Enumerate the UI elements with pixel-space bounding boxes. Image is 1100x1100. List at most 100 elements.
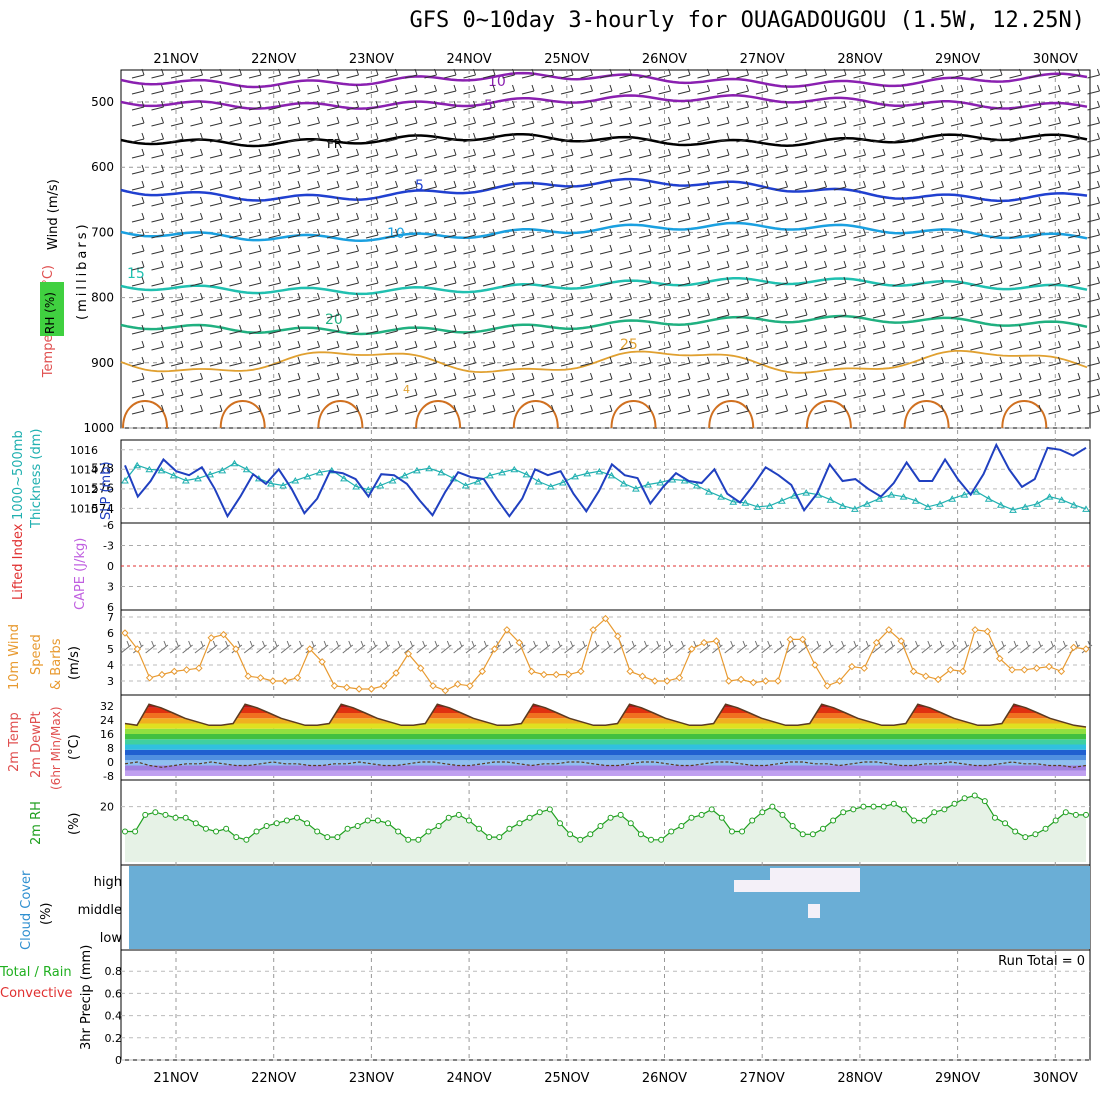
wind-barb-1-3 [151,116,164,127]
rh2m-point-85 [981,798,988,805]
temp-band-0 [125,770,1086,776]
wind-barb-6-17 [248,340,262,351]
wind-barb-28-12 [677,260,691,271]
bottom-day-label-21NOV: 21NOV [153,1071,198,1086]
wind10-point-3 [158,670,166,679]
wind-barb-26-1 [638,84,652,95]
wind-barb-13-7 [385,180,398,191]
wind-barb-47-20 [1048,388,1061,399]
wind-barb-16-3 [443,116,457,127]
wind-barb-18-16 [482,324,496,335]
wind-barb-16-7 [443,180,457,191]
wind-barb-21-6 [541,164,554,175]
wind-barb-16-4 [443,132,457,143]
wind-barb-9-10 [307,228,320,239]
wind10-label-a: 10m Wind [7,624,22,690]
wind-barb-0-20 [131,388,145,399]
wind-barb-25-13 [619,276,632,287]
wind-barb-26-3 [638,116,652,127]
wind-barb-33-1 [775,84,788,95]
wind-barb-40-21 [911,404,925,415]
wind-barb-48-11 [1067,244,1081,255]
wind-barb-17-9 [463,212,476,223]
contour-label-5: 5 [415,178,424,194]
warm-contour-0 [122,400,168,429]
wind-barb-3-17 [190,340,203,351]
temp-label-a: 2m Temp [7,712,22,772]
wind-barb-4-13 [209,276,223,287]
wind10-point-27 [453,680,462,688]
wind-barb-18-10 [482,228,496,239]
wind-barb-11-3 [346,116,359,127]
wind-barb-41-11 [931,244,944,255]
wind-barb-23-14 [580,292,593,303]
wind-barb-43-8 [970,196,983,207]
wind-barb-31-13 [736,276,749,287]
wind-barb-39-20 [892,388,905,399]
wind-barb-27-12 [658,260,671,271]
wind-barb-37-13 [853,276,866,287]
wind10-point-62 [885,626,893,634]
slp-tick-1012: 1012 [70,483,98,496]
rh2m-point-68 [809,831,816,838]
wind-barb-29-9 [697,212,710,223]
wind-barb-31-10 [736,228,749,239]
wind-barb-46-15 [1028,308,1042,319]
wind-barb-23-19 [580,372,593,383]
wind-barb-0-17 [131,340,145,351]
wind-barb-22-8 [560,196,574,207]
rh2m-point-92 [1052,817,1059,824]
thickness-point-61 [863,500,871,507]
wind10-point-14 [293,674,302,682]
wind-barb-33-10 [775,228,788,239]
rh2m-point-13 [253,828,260,835]
top-day-label-30NOV: 30NOV [1033,52,1078,67]
wind-barb-37-6 [853,164,866,175]
wind-barb-21-3 [541,116,554,127]
rh2m-point-34 [465,817,472,824]
wind-barb-34-6 [794,164,808,175]
wind-barb-21-7 [541,180,554,191]
wind10-point-47 [700,638,708,647]
wind-barb-38-17 [872,340,886,351]
wind-barb-30-12 [716,260,730,271]
wind-barb-32-15 [755,308,769,319]
wind10-barb-17 [330,640,341,654]
wind-barb-46-21 [1028,404,1042,415]
wind-barb-28-8 [677,196,691,207]
wind-barb-36-19 [833,372,847,383]
wind-barb-20-14 [521,292,535,303]
wind-barb-30-4 [716,132,730,143]
contour-label-20: 20 [325,312,343,328]
thickness-point-14 [291,476,300,484]
wind-barb-7-18 [268,356,281,367]
upper-ytick-600: 600 [91,160,114,174]
wind-barb-28-10 [677,228,691,239]
wind-barb-2-21 [170,404,184,415]
wind-barb-22-3 [560,116,574,127]
wind-barb-38-10 [872,228,886,239]
wind-barb-25-14 [619,292,632,303]
wind10-point-12 [269,677,277,685]
thickness-point-76 [1045,493,1054,500]
wind-barb-17-5 [463,148,476,159]
wind-barb-17-21 [463,404,476,415]
wind-barb-23-16 [580,324,593,335]
rh2m-point-58 [708,806,715,813]
wind-barb-36-7 [833,180,847,191]
wind-barb-8-21 [287,404,301,415]
wind-barb-1-0 [151,68,164,79]
thickness-point-44 [656,479,665,486]
wind-barb-43-16 [970,324,983,335]
rh2m-point-19 [314,828,321,835]
wind10-barb-68 [958,640,970,654]
wind-barb-13-9 [385,212,398,223]
wind-barb-45-15 [1009,308,1022,319]
wind-barb-34-17 [794,340,808,351]
thickness-point-75 [1033,500,1042,507]
wind-barb-44-13 [989,276,1003,287]
wind-barb-32-14 [755,292,769,303]
wind-barb-11-11 [346,244,359,255]
wind-barb-46-7 [1028,180,1042,191]
wind-barb-31-20 [736,388,749,399]
